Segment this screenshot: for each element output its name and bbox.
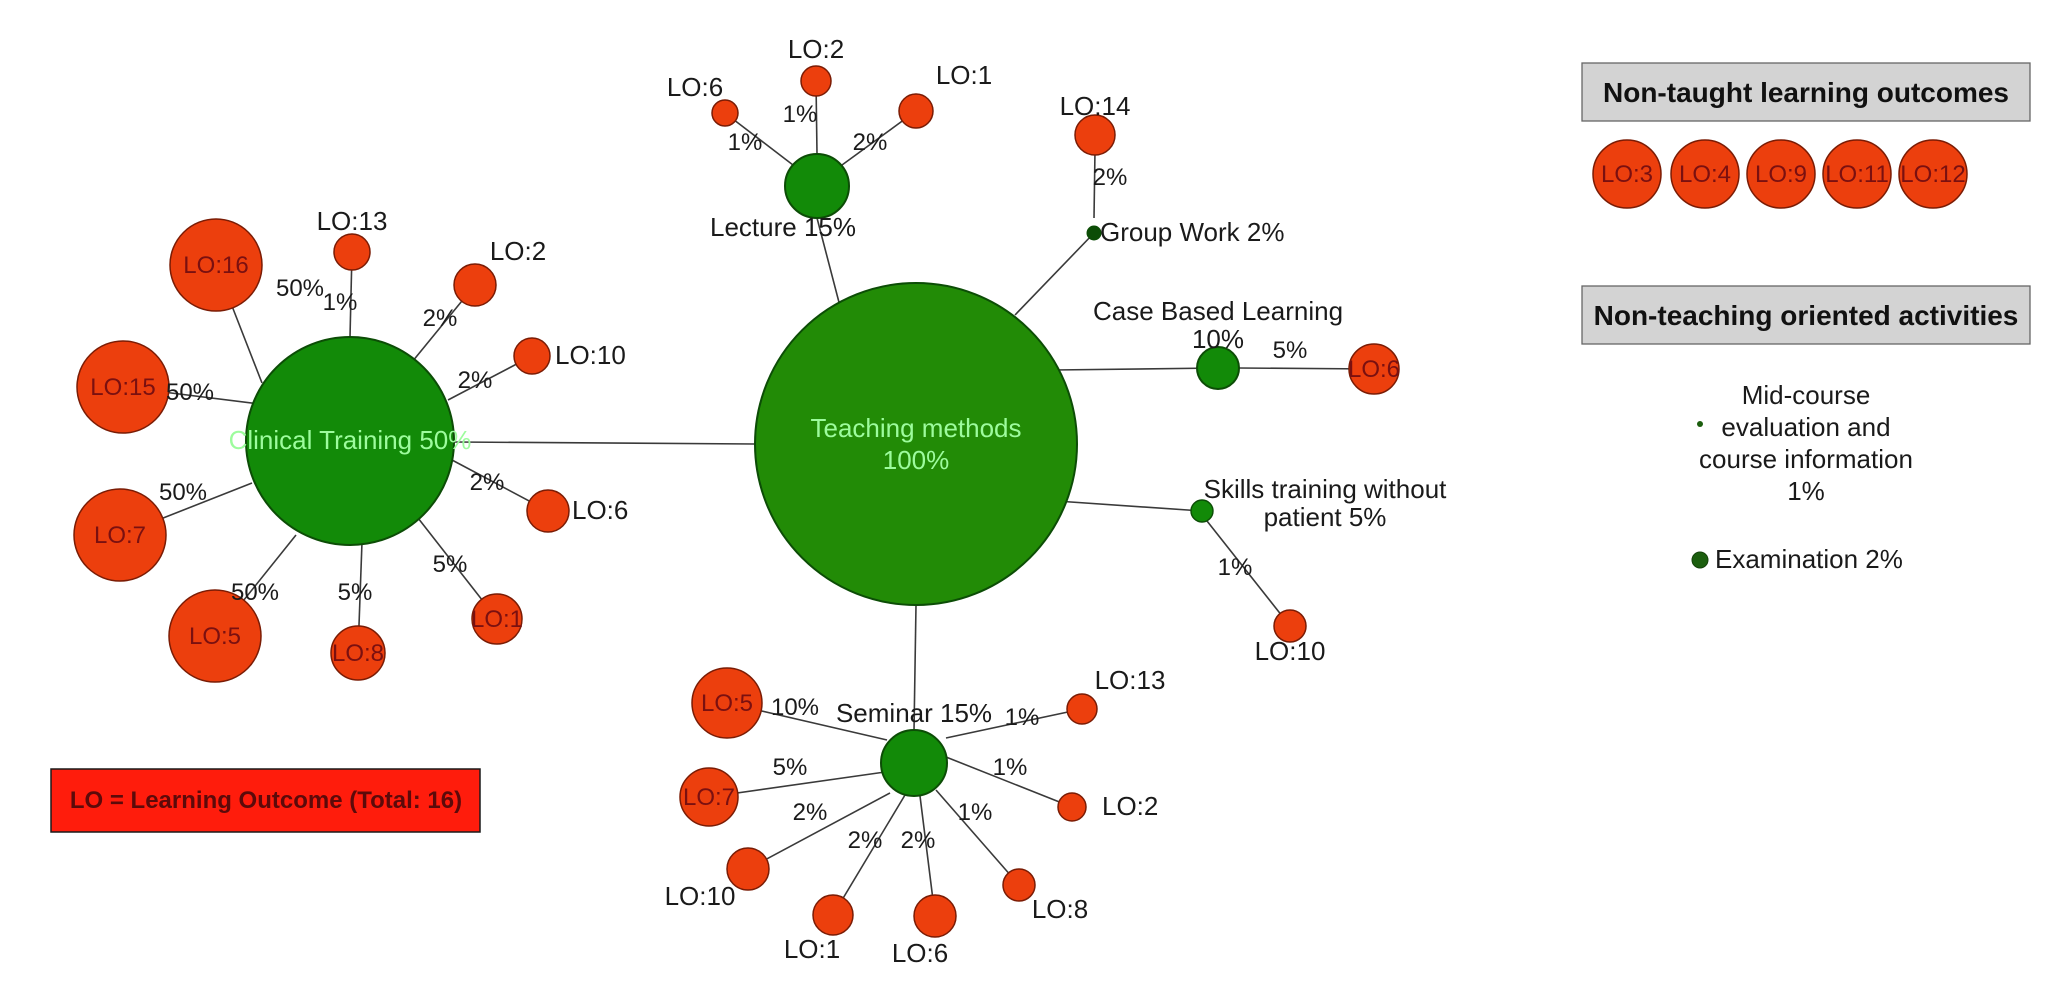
svg-text:LO:8: LO:8 [332, 640, 384, 667]
svg-text:LO:10: LO:10 [555, 340, 626, 370]
svg-text:2%: 2% [458, 367, 493, 394]
svg-text:50%: 50% [166, 379, 214, 406]
svg-text:100%: 100% [883, 445, 950, 475]
svg-text:evaluation and: evaluation and [1721, 412, 1890, 442]
svg-text:10%: 10% [771, 694, 819, 721]
svg-text:LO:6: LO:6 [667, 72, 723, 102]
svg-text:1%: 1% [993, 754, 1028, 781]
svg-text:course information: course information [1699, 444, 1913, 474]
svg-text:1%: 1% [1787, 476, 1825, 506]
svg-text:50%: 50% [276, 275, 324, 302]
svg-text:10%: 10% [1192, 324, 1244, 354]
svg-text:LO:9: LO:9 [1755, 161, 1807, 188]
svg-text:5%: 5% [433, 551, 468, 578]
svg-text:5%: 5% [773, 754, 808, 781]
svg-text:2%: 2% [848, 827, 883, 854]
svg-text:LO:1: LO:1 [471, 606, 523, 633]
svg-text:LO:4: LO:4 [1679, 161, 1731, 188]
svg-text:LO:2: LO:2 [490, 236, 546, 266]
svg-text:2%: 2% [470, 469, 505, 496]
svg-text:Clinical Training 50%: Clinical Training 50% [229, 425, 472, 455]
svg-text:Group Work 2%: Group Work 2% [1100, 217, 1284, 247]
svg-text:LO:7: LO:7 [683, 784, 735, 811]
svg-text:Seminar 15%: Seminar 15% [836, 698, 992, 728]
svg-text:patient 5%: patient 5% [1264, 502, 1387, 532]
svg-text:2%: 2% [423, 305, 458, 332]
svg-text:LO = Learning Outcome (Total:: LO = Learning Outcome (Total: 16) [70, 787, 462, 814]
svg-text:LO:10: LO:10 [1255, 636, 1326, 666]
svg-text:LO:2: LO:2 [1102, 791, 1158, 821]
svg-text:5%: 5% [1273, 337, 1308, 364]
svg-text:LO:7: LO:7 [94, 522, 146, 549]
svg-text:2%: 2% [853, 129, 888, 156]
svg-text:Mid-course: Mid-course [1742, 380, 1871, 410]
svg-text:Lecture 15%: Lecture 15% [710, 212, 856, 242]
svg-text:LO:6: LO:6 [572, 495, 628, 525]
svg-text:1%: 1% [1218, 554, 1253, 581]
svg-text:LO:5: LO:5 [701, 690, 753, 717]
svg-text:LO:12: LO:12 [1900, 161, 1965, 188]
svg-text:50%: 50% [159, 479, 207, 506]
svg-text:2%: 2% [793, 799, 828, 826]
svg-text:1%: 1% [958, 799, 993, 826]
svg-text:2%: 2% [901, 827, 936, 854]
svg-text:LO:14: LO:14 [1060, 91, 1131, 121]
svg-text:Examination 2%: Examination 2% [1715, 544, 1903, 574]
svg-text:LO:1: LO:1 [784, 934, 840, 964]
svg-text:LO:11: LO:11 [1825, 161, 1889, 188]
svg-text:LO:6: LO:6 [1348, 356, 1400, 383]
svg-text:Non-teaching oriented activiti: Non-teaching oriented activities [1594, 300, 2019, 331]
svg-text:LO:2: LO:2 [788, 34, 844, 64]
svg-text:1%: 1% [1005, 704, 1040, 731]
svg-text:LO:1: LO:1 [936, 60, 992, 90]
svg-text:5%: 5% [338, 579, 373, 606]
svg-text:LO:3: LO:3 [1601, 161, 1653, 188]
svg-text:LO:10: LO:10 [665, 881, 736, 911]
svg-text:LO:13: LO:13 [317, 206, 388, 236]
svg-text:Non-taught learning outcomes: Non-taught learning outcomes [1603, 77, 2009, 108]
svg-text:Teaching methods: Teaching methods [810, 413, 1021, 443]
svg-text:LO:15: LO:15 [90, 374, 155, 401]
svg-text:1%: 1% [783, 101, 818, 128]
svg-text:Skills training without: Skills training without [1204, 474, 1448, 504]
svg-text:1%: 1% [728, 129, 763, 156]
svg-text:2%: 2% [1093, 164, 1128, 191]
svg-text:LO:5: LO:5 [189, 623, 241, 650]
svg-text:Case Based Learning: Case Based Learning [1093, 296, 1343, 326]
svg-text:1%: 1% [323, 289, 358, 316]
svg-text:LO:16: LO:16 [183, 252, 248, 279]
svg-text:50%: 50% [231, 579, 279, 606]
svg-text:LO:8: LO:8 [1032, 894, 1088, 924]
svg-text:LO:13: LO:13 [1095, 665, 1166, 695]
svg-text:LO:6: LO:6 [892, 938, 948, 968]
